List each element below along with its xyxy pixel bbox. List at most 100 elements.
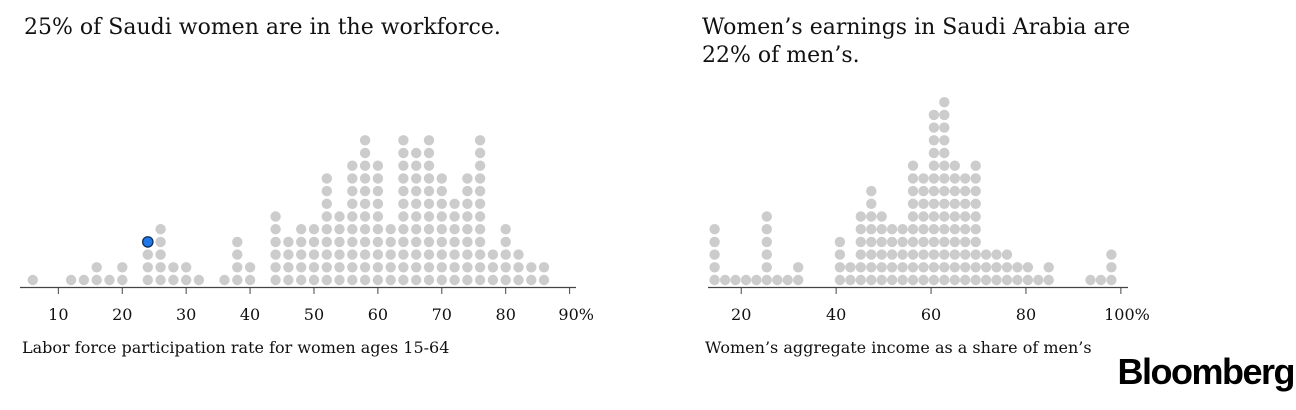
dot (980, 274, 992, 286)
dot (411, 274, 422, 286)
dot (960, 249, 971, 260)
dot (834, 249, 846, 260)
dot (372, 262, 384, 273)
dot (782, 274, 793, 286)
dot (398, 173, 409, 184)
dot (334, 236, 345, 248)
dot (1106, 262, 1117, 273)
bloomberg-logo: Bloomberg (1117, 351, 1295, 392)
dot (970, 185, 981, 197)
dot (709, 274, 720, 286)
dot (939, 249, 950, 260)
dot (474, 236, 486, 248)
dot (500, 262, 511, 273)
dot (907, 249, 919, 260)
highlight-dot-saudi-arabia (142, 236, 154, 248)
dot (347, 211, 358, 222)
dot (372, 211, 384, 222)
x-tick-label: 10 (48, 305, 68, 324)
dot (980, 262, 992, 273)
dot (398, 135, 409, 146)
dot (939, 236, 950, 248)
dot (960, 262, 971, 273)
dot (474, 185, 486, 197)
dot (359, 173, 371, 184)
chart-title-line: Women’s earnings in Saudi Arabia are (702, 15, 1131, 40)
dot (321, 236, 332, 248)
dot (474, 160, 486, 171)
dot (296, 236, 307, 248)
dot (918, 211, 929, 222)
dot (232, 274, 243, 286)
dot (939, 109, 950, 121)
dot (834, 262, 846, 273)
dot (960, 173, 971, 184)
dot (918, 173, 929, 184)
dot (939, 135, 950, 146)
dot (142, 262, 153, 273)
dot (513, 274, 524, 286)
dot (296, 274, 307, 286)
dot (845, 262, 856, 273)
dot (474, 147, 486, 159)
dot (283, 249, 294, 260)
dot (347, 173, 358, 184)
dot (398, 262, 409, 273)
dot (347, 262, 358, 273)
dot (462, 249, 473, 260)
dot (886, 236, 898, 248)
dot (918, 236, 929, 248)
dot (372, 224, 384, 235)
dot (423, 198, 435, 209)
x-tick-label: 40 (240, 305, 260, 324)
dot (939, 173, 950, 184)
dot (168, 274, 179, 286)
dot (321, 173, 332, 184)
dot (411, 173, 422, 184)
dot (740, 274, 752, 286)
dot (411, 211, 422, 222)
dot (513, 262, 524, 273)
dot (155, 249, 166, 260)
dot (474, 211, 486, 222)
x-axis-label-earnings: Women’s aggregate income as a share of m… (705, 338, 1092, 357)
dot (928, 135, 940, 146)
dot (855, 262, 866, 273)
dot (949, 160, 960, 171)
dot (1022, 274, 1034, 286)
dot (359, 160, 371, 171)
dot (960, 274, 971, 286)
dot (907, 274, 919, 286)
dot (866, 185, 877, 197)
dot (232, 262, 243, 273)
dot (283, 274, 294, 286)
dot (449, 274, 460, 286)
dot (65, 274, 77, 286)
dot (334, 274, 345, 286)
dot (876, 249, 887, 260)
x-tick-label: 60 (368, 305, 388, 324)
dot (270, 224, 281, 235)
dot (709, 262, 720, 273)
dot (1001, 249, 1013, 260)
dot (970, 211, 981, 222)
dot (462, 224, 473, 235)
dot (372, 173, 384, 184)
dot (474, 224, 486, 235)
dot (918, 262, 929, 273)
dot (538, 262, 550, 273)
dot (970, 224, 981, 235)
dot (1012, 262, 1023, 273)
dot (462, 236, 473, 248)
dot (949, 211, 960, 222)
dot (886, 249, 898, 260)
dot (308, 262, 320, 273)
dot (761, 274, 772, 286)
dot (244, 274, 256, 286)
dot (1085, 274, 1096, 286)
dot (359, 135, 371, 146)
dot (398, 211, 409, 222)
dot (334, 249, 345, 260)
dot (411, 236, 422, 248)
